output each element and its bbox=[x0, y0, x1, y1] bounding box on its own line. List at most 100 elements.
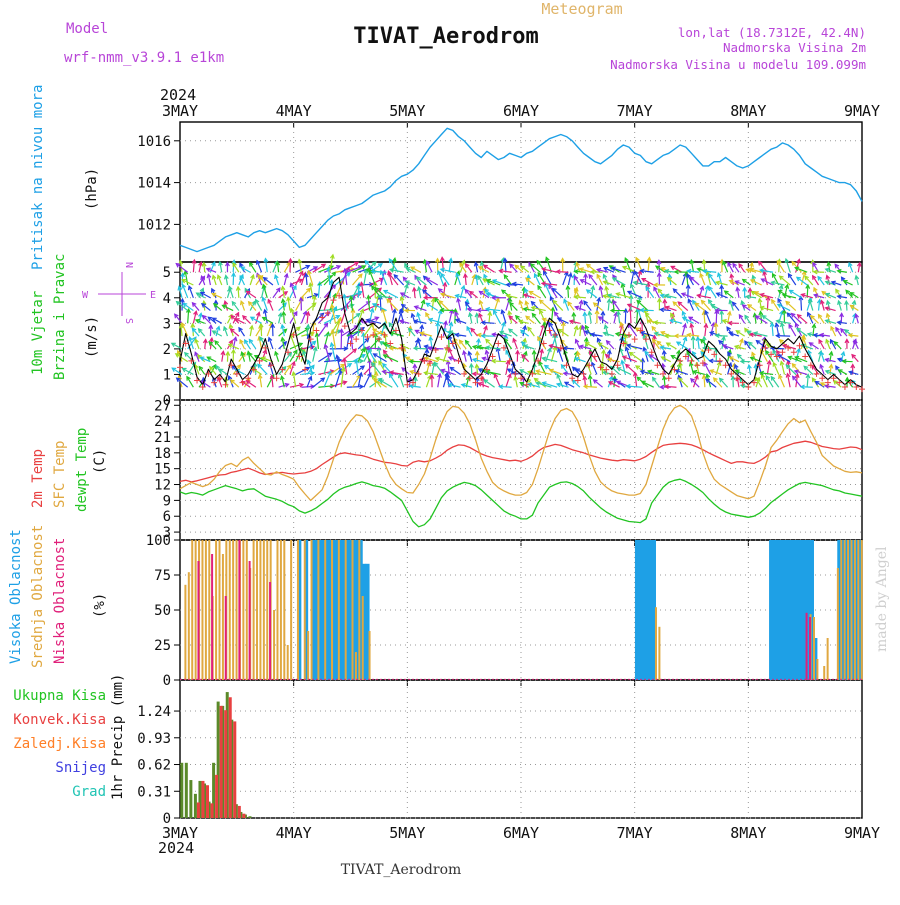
cloud-bar bbox=[249, 561, 251, 680]
cloud-bar bbox=[219, 540, 221, 680]
cloud-bar bbox=[362, 596, 364, 680]
wind-ytick-label: 2 bbox=[163, 342, 171, 358]
precip-ytick-label: 0.62 bbox=[137, 758, 171, 774]
wind-arrow bbox=[394, 275, 403, 285]
cloud-bar bbox=[823, 666, 825, 680]
time-tick-label-top: 4MAY bbox=[276, 102, 312, 120]
wind-arrow bbox=[673, 289, 682, 298]
cloud-bar bbox=[369, 631, 371, 680]
precip-bar bbox=[238, 806, 241, 818]
wind-arrow bbox=[441, 310, 455, 311]
cloud-bar bbox=[861, 540, 863, 680]
cloud-bar bbox=[358, 540, 360, 680]
wind-arrow bbox=[347, 387, 363, 388]
cloud-bar bbox=[809, 617, 811, 680]
precip-bar bbox=[180, 763, 183, 818]
cloud-bar bbox=[287, 645, 289, 680]
cloud-bar bbox=[246, 540, 248, 680]
wind-marker bbox=[717, 358, 723, 364]
precip-legend-item: Konvek.Kisa bbox=[13, 712, 106, 728]
wind-marker bbox=[319, 314, 325, 320]
time-tick-label-top: 9MAY bbox=[844, 102, 880, 120]
y-axes: 1012101410160123453691215182124270255075… bbox=[137, 134, 180, 827]
temp-unit: (C) bbox=[92, 449, 108, 474]
panel-frames bbox=[180, 122, 862, 818]
cloud-bar bbox=[850, 540, 852, 680]
cloud-bar bbox=[638, 540, 642, 680]
wind-marker bbox=[546, 327, 552, 333]
precip-bar bbox=[220, 706, 223, 818]
precip-legend-item: Zaledj.Kisa bbox=[13, 736, 106, 752]
cloud-bar bbox=[280, 540, 282, 680]
precip-bar bbox=[194, 794, 197, 818]
cloud-bar bbox=[769, 540, 773, 680]
wind-marker bbox=[802, 354, 808, 360]
cloud-title-high: Visoka Oblacnost bbox=[8, 529, 24, 664]
precip-legend-item: Snijeg bbox=[55, 760, 106, 776]
temp-title-2m: 2m Temp bbox=[30, 449, 46, 508]
time-tick-label-top: 7MAY bbox=[617, 102, 653, 120]
cloud-bar bbox=[263, 540, 265, 680]
wind-arrow bbox=[763, 316, 774, 324]
panel-grids bbox=[180, 122, 862, 818]
cloud-bar bbox=[854, 540, 856, 680]
cloud-bar bbox=[645, 540, 649, 680]
cloud-bar bbox=[304, 540, 306, 680]
wind-arrow bbox=[678, 302, 688, 311]
temp-title-sfc: SFC Temp bbox=[52, 441, 68, 508]
wind-title-1: 10m Vjetar bbox=[30, 291, 46, 375]
cloud-bar bbox=[290, 540, 292, 680]
temp-ytick-label: 6 bbox=[163, 509, 171, 525]
cloud-ytick-label: 50 bbox=[154, 603, 171, 619]
cloud-bar bbox=[211, 554, 213, 680]
wind-marker bbox=[268, 362, 274, 368]
wind-arrow bbox=[538, 286, 546, 298]
elevation-text: Nadmorska Visina 2m bbox=[723, 40, 866, 55]
time-tick-label-bottom: 8MAY bbox=[730, 824, 766, 842]
cloud-bar bbox=[236, 540, 238, 680]
cloud-bar bbox=[273, 610, 275, 680]
cloud-bar bbox=[229, 540, 231, 680]
cloud-bar bbox=[205, 540, 207, 680]
pressure-title: Pritisak na nivou mora bbox=[30, 85, 46, 270]
wind-ytick-label: 3 bbox=[163, 316, 171, 332]
cloud-bar bbox=[242, 540, 244, 680]
cloud-bar bbox=[276, 540, 278, 680]
cloud-bar bbox=[338, 540, 340, 680]
wind-ytick-label: 5 bbox=[163, 265, 171, 281]
cloud-bar bbox=[779, 540, 783, 680]
wind-arrow bbox=[301, 288, 310, 297]
wind-marker bbox=[853, 384, 859, 390]
precip-bar bbox=[197, 802, 200, 818]
compass-east: E bbox=[150, 290, 156, 301]
cloud-bar bbox=[225, 596, 227, 680]
cloud-bar bbox=[800, 540, 804, 680]
cloud-bar bbox=[655, 607, 657, 680]
pressure-unit: (hPa) bbox=[84, 168, 100, 210]
wind-arrow bbox=[673, 302, 682, 311]
cloud-bar bbox=[297, 540, 299, 680]
wind-marker bbox=[751, 380, 757, 386]
wind-arrow bbox=[364, 373, 371, 387]
wind-arrow bbox=[347, 361, 363, 362]
time-tick-label-top: 5MAY bbox=[389, 102, 425, 120]
time-tick-label-top: 6MAY bbox=[503, 102, 539, 120]
wind-marker bbox=[353, 336, 359, 342]
cloud-unit: (%) bbox=[92, 593, 108, 618]
temp-ytick-label: 15 bbox=[154, 462, 171, 478]
wind-arrow bbox=[313, 378, 325, 387]
temp-ytick-label: 21 bbox=[154, 430, 171, 446]
wind-arrow bbox=[589, 275, 597, 285]
wind-arrow bbox=[716, 310, 717, 323]
wind-marker bbox=[694, 362, 700, 368]
cloud-bar bbox=[266, 540, 268, 680]
wind-marker bbox=[609, 371, 615, 377]
cloud-ytick-label: 75 bbox=[154, 568, 171, 584]
wind-marker bbox=[779, 349, 785, 355]
precip-legend-item: Ukupna Kisa bbox=[13, 688, 106, 704]
cloud-bar bbox=[195, 540, 197, 680]
time-tick-label-bottom: 9MAY bbox=[844, 824, 880, 842]
